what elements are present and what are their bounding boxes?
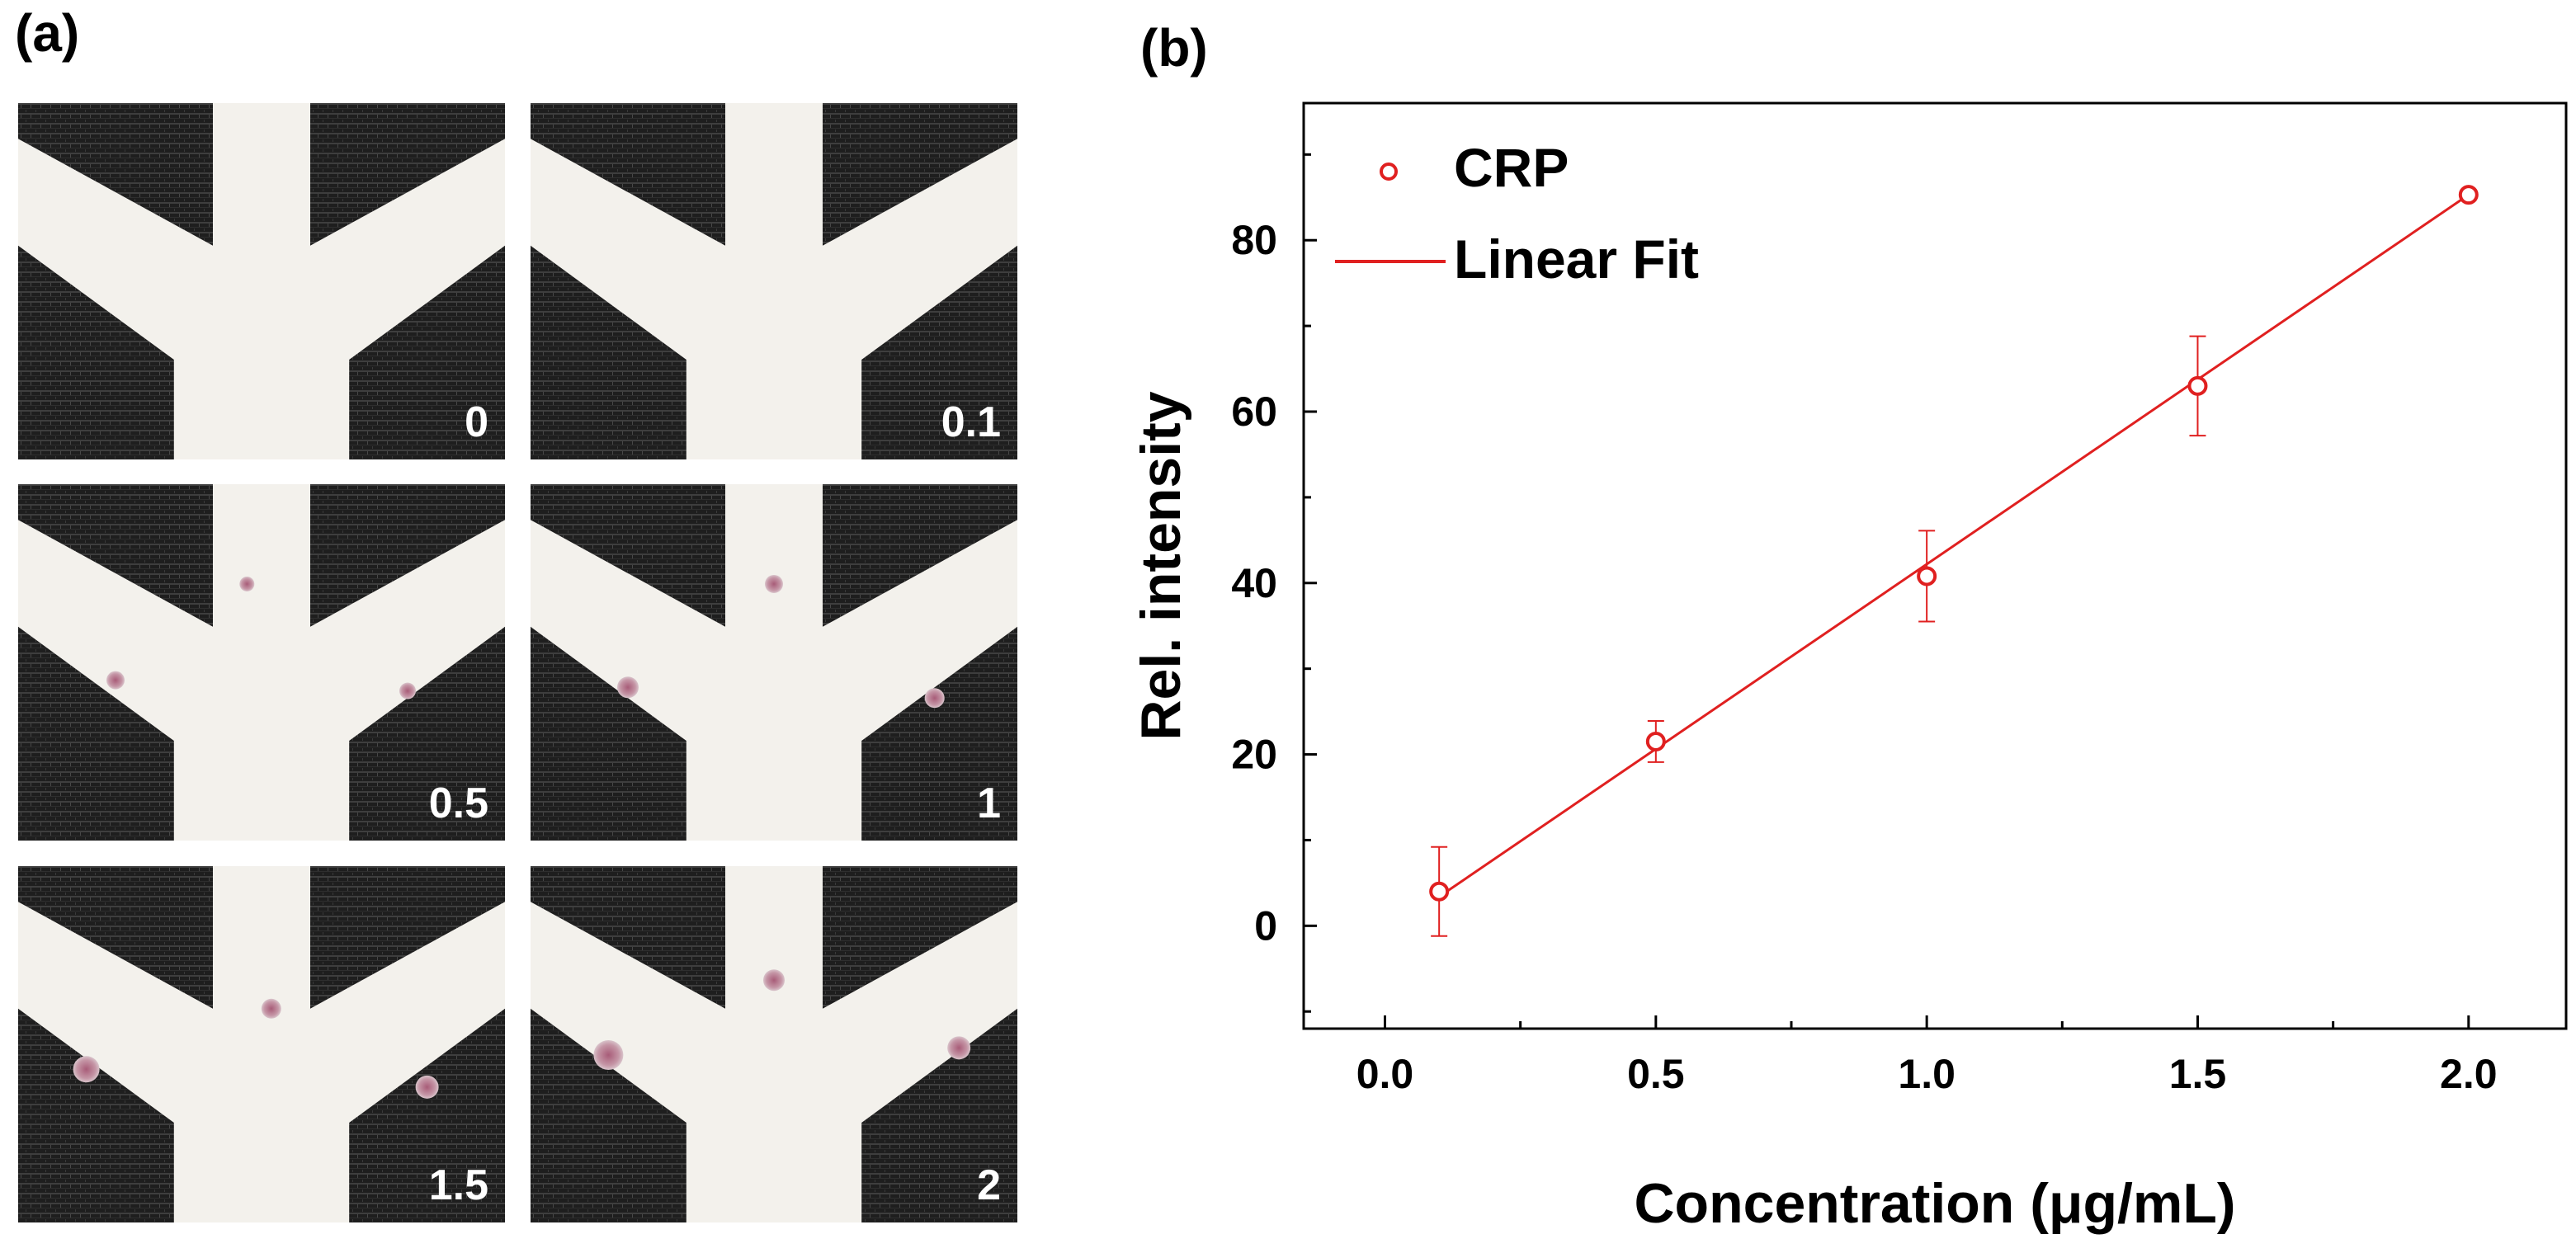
photo-tile: 1.5: [18, 866, 505, 1222]
detection-spot: [73, 1056, 100, 1083]
photo-tile: 1: [531, 484, 1017, 841]
panel-a-label: (a): [15, 3, 79, 63]
photo-concentration-label: 0.5: [429, 780, 488, 827]
crp-data-point: [2458, 185, 2479, 205]
y-tick-label: 40: [1231, 560, 1277, 606]
photo-tile: 0.5: [18, 484, 505, 841]
linear-fit-line: [1438, 193, 2470, 898]
chart: 0.0 0.5 1.0 1.5 2.0 0 20 40 60 80 Concentration (…: [1130, 101, 2568, 1235]
photo-concentration-label: 2: [977, 1161, 1001, 1209]
detection-spot: [261, 998, 281, 1019]
channel: [531, 484, 1017, 841]
detection-spot: [617, 676, 639, 699]
photo-concentration-label: 1: [977, 780, 1001, 827]
photo-tile: 0: [18, 103, 505, 459]
channel: [18, 103, 505, 459]
plot-frame: [1302, 101, 2568, 1030]
y-tick-label: 60: [1231, 389, 1277, 435]
legend: CRP Linear Fit: [1335, 137, 1699, 290]
y-tick-label: 20: [1231, 732, 1277, 778]
x-tick-label: 0.5: [1627, 1051, 1685, 1097]
channel: [531, 103, 1017, 459]
legend-crp-marker: [1380, 163, 1398, 181]
detection-spot: [947, 1036, 971, 1060]
photo-tile: 2: [531, 866, 1017, 1222]
detection-spot: [239, 576, 255, 591]
crp-data-point: [1645, 731, 1666, 751]
photo-concentration-label: 0.1: [941, 398, 1001, 446]
legend-fit-label: Linear Fit: [1454, 228, 1699, 290]
crp-data-point: [1429, 881, 1450, 902]
x-axis-title: Concentration (μg/mL): [1634, 1172, 2235, 1235]
legend-crp-label: CRP: [1454, 137, 1569, 198]
x-tick-label: 2.0: [2440, 1051, 2498, 1097]
photo-grid: 0 0.1 0.5 1 1.5 2: [18, 103, 1017, 1222]
detection-spot: [765, 574, 783, 593]
crp-data-point: [1917, 566, 1937, 586]
photo-tile: 0.1: [531, 103, 1017, 459]
x-tick-label: 1.5: [2169, 1051, 2227, 1097]
detection-spot: [593, 1039, 624, 1070]
channel: [18, 866, 505, 1222]
x-tick-label: 0.0: [1356, 1051, 1414, 1097]
photo-concentration-label: 0: [465, 398, 488, 446]
detection-spot: [924, 688, 945, 709]
channel: [531, 866, 1017, 1222]
x-tick-label: 1.0: [1898, 1051, 1956, 1097]
axis-ticks: 0.0 0.5 1.0 1.5 2.0 0 20 40 60 80: [1231, 153, 2498, 1097]
crp-data-point: [2187, 375, 2208, 396]
detection-spot: [399, 682, 416, 700]
chart-marks: [1429, 185, 2479, 937]
y-axis-title: Rel. intensity: [1130, 391, 1192, 740]
detection-spot: [106, 671, 125, 690]
y-tick-label: 80: [1231, 217, 1277, 263]
photo-concentration-label: 1.5: [429, 1161, 488, 1209]
detection-spot: [415, 1075, 439, 1099]
panel-b-label: (b): [1140, 18, 1208, 78]
channel: [18, 484, 505, 841]
detection-spot: [763, 969, 785, 992]
y-tick-label: 0: [1254, 902, 1277, 949]
